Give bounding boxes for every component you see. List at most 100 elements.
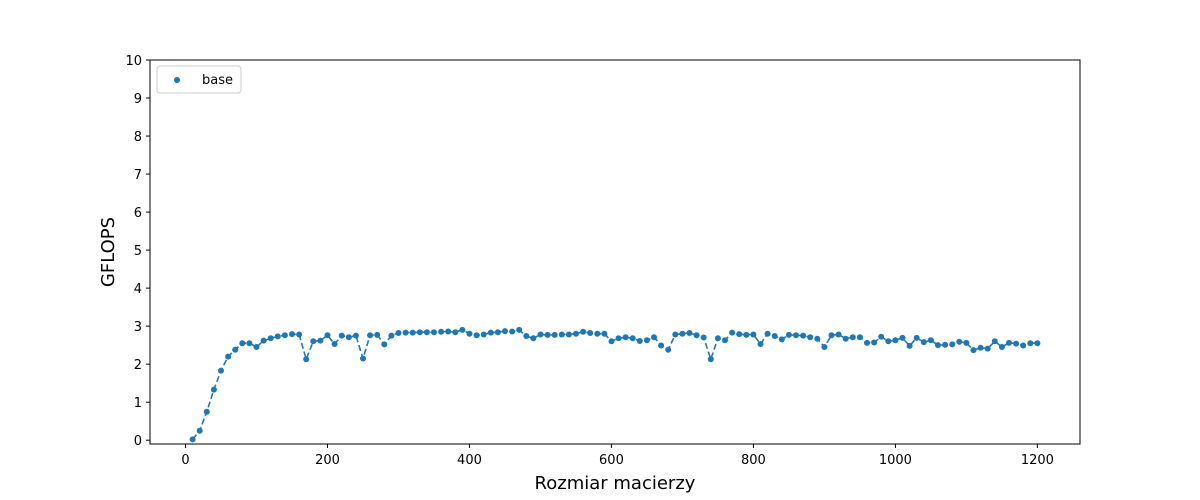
data-point xyxy=(771,333,778,339)
data-point xyxy=(402,329,409,336)
y-tick-label: 7 xyxy=(134,168,142,183)
data-point xyxy=(984,345,991,352)
data-point xyxy=(793,332,799,339)
data-point xyxy=(530,335,537,342)
data-point xyxy=(331,341,338,347)
data-point xyxy=(1020,342,1027,349)
data-point xyxy=(246,340,253,347)
data-point xyxy=(551,331,558,338)
data-point xyxy=(516,326,523,333)
x-tick-label: 0 xyxy=(181,453,189,468)
data-point xyxy=(509,328,516,335)
data-point xyxy=(913,334,920,341)
data-point xyxy=(438,328,445,335)
data-point xyxy=(970,347,977,354)
data-point xyxy=(502,328,508,335)
data-point xyxy=(700,334,707,341)
data-point xyxy=(289,331,295,338)
data-point xyxy=(856,334,863,341)
data-point xyxy=(445,328,452,335)
x-tick-label: 200 xyxy=(315,453,340,468)
data-point xyxy=(416,329,423,336)
data-point xyxy=(558,331,565,338)
data-point xyxy=(395,330,402,336)
y-tick-label: 4 xyxy=(134,282,142,297)
x-tick-label: 1000 xyxy=(879,453,912,468)
data-point xyxy=(480,331,487,338)
data-point xyxy=(523,333,530,339)
x-tick-label: 400 xyxy=(457,453,482,468)
data-point xyxy=(338,332,345,339)
data-point xyxy=(281,332,288,339)
data-point xyxy=(303,356,310,363)
data-point xyxy=(807,334,814,341)
data-point xyxy=(778,336,785,343)
data-point xyxy=(821,344,828,350)
data-point xyxy=(828,332,835,339)
data-point xyxy=(573,330,579,337)
data-point xyxy=(423,329,430,336)
data-point xyxy=(267,335,274,342)
data-point xyxy=(388,332,395,339)
data-point xyxy=(800,332,807,339)
plot-area xyxy=(149,59,1081,445)
data-point xyxy=(1013,340,1020,347)
data-point xyxy=(714,335,721,342)
data-point xyxy=(629,335,636,342)
data-point xyxy=(225,353,232,360)
data-point xyxy=(1027,340,1034,347)
data-point xyxy=(643,337,650,344)
data-point xyxy=(1034,340,1041,347)
data-point xyxy=(260,337,267,344)
data-point xyxy=(991,338,998,345)
data-point xyxy=(686,330,693,336)
data-point xyxy=(189,436,196,443)
data-point xyxy=(601,330,608,337)
data-point xyxy=(274,333,281,340)
data-point xyxy=(537,331,544,338)
data-point xyxy=(878,333,885,340)
data-point xyxy=(239,340,246,347)
data-point xyxy=(729,329,736,336)
data-point xyxy=(565,331,572,338)
data-point xyxy=(324,332,331,339)
data-point xyxy=(927,337,934,344)
x-tick-label: 1200 xyxy=(1021,453,1054,468)
data-point xyxy=(906,342,913,349)
data-point xyxy=(736,331,743,338)
data-point xyxy=(608,338,615,345)
data-point xyxy=(487,329,494,336)
data-point xyxy=(899,334,906,341)
y-tick-label: 1 xyxy=(134,396,142,411)
legend-marker xyxy=(174,77,180,83)
data-point xyxy=(651,334,657,341)
data-point xyxy=(352,332,359,339)
data-point xyxy=(317,337,324,344)
x-axis: 0 200 400 600 800 1000 1200 xyxy=(181,444,1054,468)
data-point xyxy=(459,326,466,333)
data-point xyxy=(757,341,764,347)
data-point xyxy=(707,356,714,363)
y-tick-label: 10 xyxy=(125,54,142,69)
data-point xyxy=(431,329,437,336)
data-point xyxy=(494,329,501,336)
data-point xyxy=(196,427,203,434)
y-axis: 0 1 2 3 4 5 6 7 8 9 10 xyxy=(125,54,150,449)
data-point xyxy=(920,339,927,346)
y-tick-label: 9 xyxy=(134,92,142,107)
data-point xyxy=(963,339,970,346)
data-point xyxy=(360,355,366,362)
data-point xyxy=(743,331,750,338)
data-point xyxy=(935,342,941,349)
data-point xyxy=(409,329,416,336)
data-point xyxy=(381,341,388,348)
y-tick-label: 2 xyxy=(134,358,142,373)
data-point xyxy=(615,335,622,342)
data-point xyxy=(977,344,984,351)
data-point xyxy=(296,331,303,338)
y-tick-label: 3 xyxy=(134,320,142,335)
y-tick-label: 5 xyxy=(134,244,142,259)
data-point xyxy=(210,386,217,393)
y-tick-label: 6 xyxy=(134,206,142,221)
data-point xyxy=(942,341,949,348)
